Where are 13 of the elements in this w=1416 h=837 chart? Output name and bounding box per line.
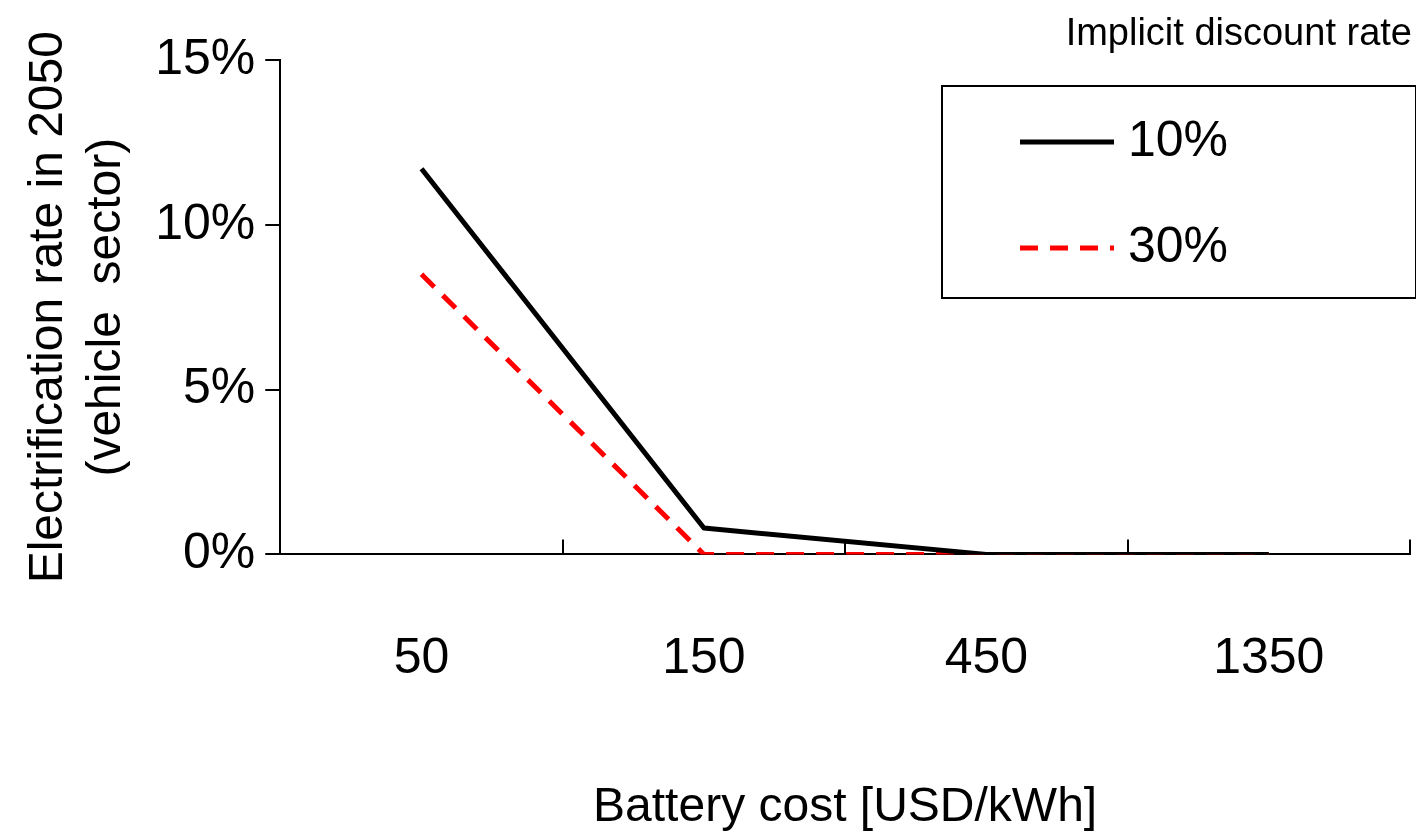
y-tick-label: 10% [155, 193, 256, 250]
y-tick-label: 0% [183, 523, 256, 580]
x-tick-label: 1350 [1213, 628, 1325, 685]
x-axis-title: Battery cost [USD/kWh] [593, 778, 1098, 832]
y-tick-label: 15% [155, 28, 256, 85]
legend-title: Implicit discount rate [1065, 11, 1412, 54]
y-tick-label: 5% [183, 358, 256, 415]
legend-label: 10% [1128, 110, 1229, 167]
x-tick-label: 50 [393, 628, 450, 685]
legend-label: 30% [1128, 216, 1229, 273]
y-axis-title: Electrification rate in 2050 (vehicle sector) [19, 31, 130, 584]
x-tick-label: 150 [662, 628, 746, 685]
x-tick-label: 450 [944, 628, 1029, 685]
